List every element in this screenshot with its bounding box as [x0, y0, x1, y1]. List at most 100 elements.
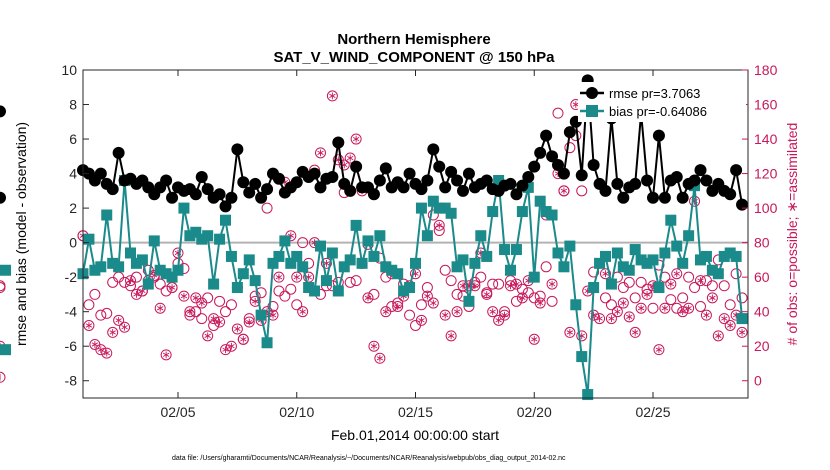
- y-left-tick-label: 2: [69, 200, 77, 216]
- assimilated-obs-ring: [736, 326, 748, 338]
- rmse-point: [629, 177, 642, 190]
- rmse-point: [700, 174, 713, 187]
- rmse-point: [694, 164, 707, 177]
- bias-point: [499, 244, 511, 256]
- bias-point: [89, 264, 101, 276]
- assimilated-obs-ring: [499, 309, 511, 321]
- assimilated-obs-ring: [588, 309, 600, 321]
- y-left-tick-label: -8: [65, 373, 78, 389]
- y-axis-left: -8 -6 -4 -2 0 2 4 6 8 10: [61, 62, 89, 389]
- assimilated-obs-marker: [487, 306, 499, 318]
- assimilated-obs-ring: [125, 275, 136, 287]
- bias-point: [451, 261, 463, 273]
- assimilated-obs-marker: [457, 280, 469, 292]
- bias-point: [136, 254, 148, 266]
- rmse-point: [730, 164, 743, 177]
- possible-obs-marker: [689, 282, 701, 294]
- bias-point: [148, 235, 160, 247]
- rmse-point: [0, 105, 6, 118]
- assimilated-obs-star: [329, 93, 336, 98]
- rmse-point: [557, 167, 570, 180]
- assimilated-obs-star: [572, 102, 579, 107]
- y-right-tick-label: 60: [754, 269, 770, 285]
- assimilated-obs-marker: [196, 297, 208, 309]
- assimilated-obs-star: [519, 295, 526, 300]
- possible-obs-marker: [487, 278, 499, 290]
- x-tick-label: 02/20: [517, 404, 552, 420]
- rmse-point: [658, 191, 671, 204]
- assimilated-obs-star: [281, 180, 289, 185]
- possible-obs-marker: [255, 287, 267, 299]
- assimilated-obs-star: [180, 294, 188, 299]
- assimilated-obs-star: [91, 342, 99, 347]
- bias-point: [338, 261, 350, 273]
- assimilated-obs-star: [738, 330, 746, 335]
- assimilated-obs-ring: [594, 313, 606, 325]
- assimilated-obs-star: [655, 347, 663, 352]
- bias-point: [142, 278, 154, 290]
- bias-point: [683, 230, 695, 242]
- assimilated-obs-ring: [297, 306, 309, 318]
- assimilated-obs-ring: [457, 280, 469, 292]
- assimilated-obs-star: [299, 309, 306, 314]
- assimilated-obs-star: [442, 313, 449, 318]
- bias-point: [368, 250, 380, 262]
- assimilated-obs-ring: [611, 306, 623, 318]
- assimilated-obs-ring: [107, 326, 119, 338]
- legend-bias-label: bias pr=-0.64086: [609, 104, 707, 119]
- y-right-tick-label: 100: [754, 200, 778, 216]
- assimilated-obs-ring: [101, 347, 113, 359]
- assimilated-obs-ring: [231, 323, 243, 335]
- assimilated-obs-marker: [546, 278, 558, 290]
- assimilated-obs-star: [727, 323, 734, 328]
- assimilated-obs-marker: [499, 309, 511, 321]
- assimilated-obs-star: [596, 316, 603, 321]
- plot-area: [0, 74, 749, 401]
- bias-point: [671, 240, 683, 252]
- possible-obs-marker: [706, 280, 718, 292]
- rmse-point: [243, 186, 256, 199]
- legend-bias-marker: [586, 105, 598, 117]
- bias-point: [463, 295, 475, 307]
- bias-point: [202, 230, 214, 242]
- possible-obs-marker: [510, 295, 522, 307]
- assimilated-obs-marker: [564, 326, 576, 338]
- assimilated-obs-marker: [510, 278, 522, 290]
- bias-point: [706, 264, 718, 276]
- possible-obs-marker: [445, 275, 457, 287]
- bias-point: [309, 285, 321, 297]
- x-tick-label: 02/10: [279, 404, 314, 420]
- x-axis: 02/05 02/10 02/15 02/20 02/25: [160, 70, 671, 420]
- assimilated-obs-ring: [344, 152, 356, 164]
- bias-point: [427, 195, 439, 207]
- assimilated-obs-ring: [202, 330, 214, 342]
- assimilated-obs-star: [157, 306, 164, 311]
- assimilated-obs-marker: [415, 314, 427, 326]
- assimilated-obs-star: [436, 223, 443, 228]
- assimilated-obs-ring: [0, 371, 6, 383]
- bias-point: [415, 202, 427, 214]
- assimilated-obs-marker: [700, 309, 712, 321]
- bias-point: [582, 389, 594, 401]
- rmse-point: [195, 171, 208, 184]
- assimilated-obs-ring: [380, 306, 392, 318]
- rmse-point: [724, 188, 737, 201]
- assimilated-obs-star: [376, 356, 384, 361]
- possible-obs-marker: [451, 288, 463, 300]
- y-right-tick-label: 120: [754, 166, 778, 182]
- assimilated-obs-ring: [160, 349, 172, 361]
- assimilated-obs-ring: [350, 133, 362, 145]
- assimilated-obs-star: [637, 306, 645, 311]
- bias-point: [315, 240, 326, 252]
- rmse-point: [451, 174, 464, 187]
- bias-point: [214, 233, 226, 245]
- rmse-point: [676, 191, 689, 204]
- assimilated-obs-ring: [659, 302, 671, 314]
- assimilated-obs-marker: [0, 371, 6, 383]
- assimilated-obs-ring: [695, 275, 706, 287]
- bias-point: [95, 261, 107, 273]
- y-axis-left-label: rmse and bias (model - observation): [13, 122, 29, 346]
- y-axis-right-label: # of obs: o=possible; ∗=assimilated: [784, 123, 800, 346]
- possible-obs-marker: [160, 285, 172, 297]
- assimilated-obs-star: [269, 313, 277, 318]
